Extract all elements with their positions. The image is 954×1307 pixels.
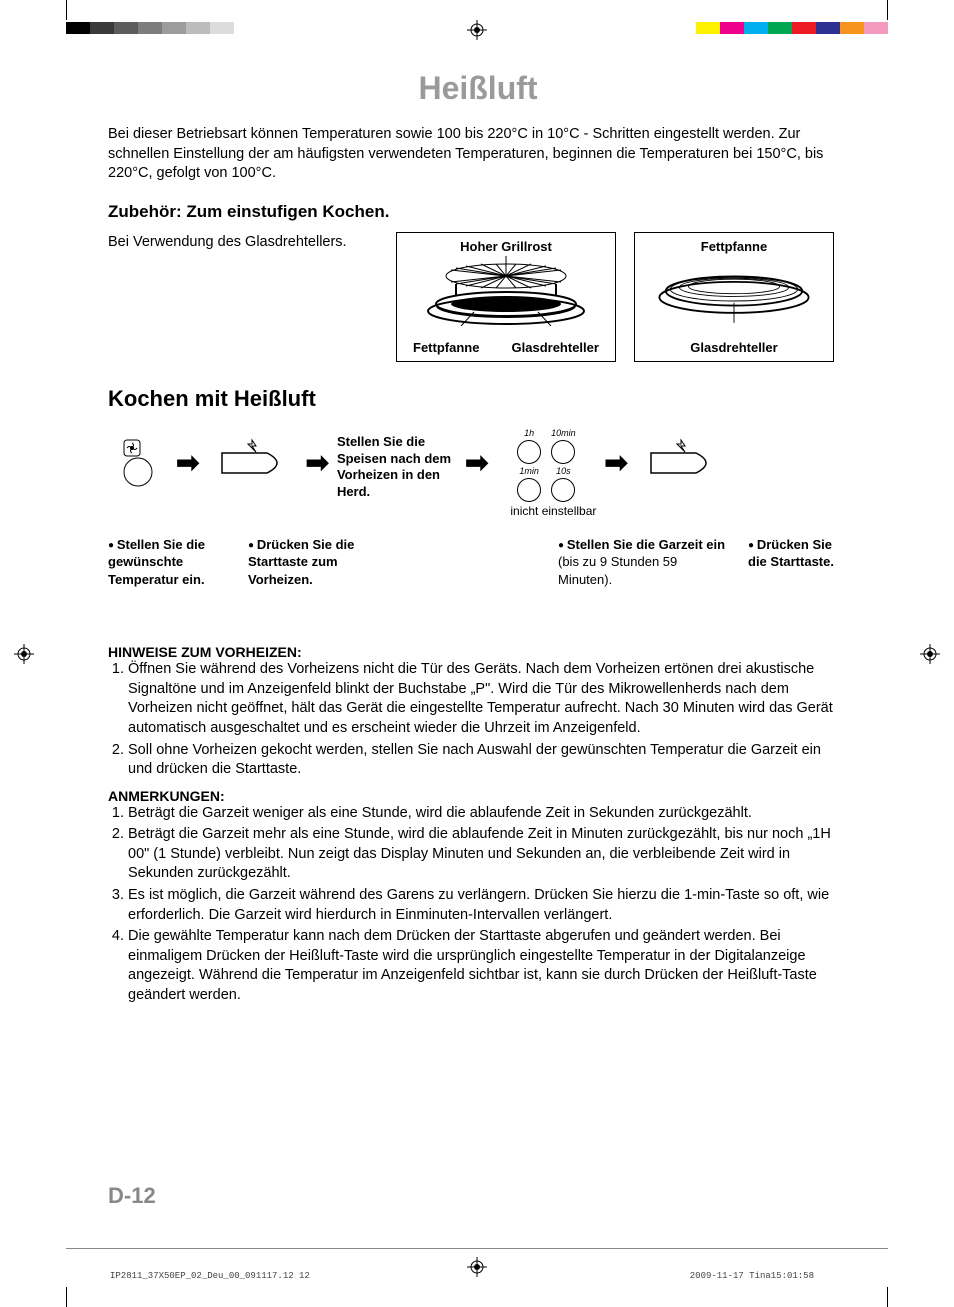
- start-button-icon: [641, 438, 721, 488]
- accessories-heading: Zubehör: Zum einstufigen Kochen.: [108, 202, 848, 222]
- arrow-icon: ➡: [176, 428, 199, 498]
- arrow-icon: ➡: [604, 428, 627, 498]
- start-button-icon: [212, 438, 292, 488]
- arrow-icon: ➡: [305, 428, 328, 498]
- remarks-head: ANMERKUNGEN:: [108, 788, 848, 804]
- box1-top-label: Hoher Grillrost: [405, 239, 607, 254]
- time-dials: 1h 10min 1min 10s: [517, 428, 576, 502]
- fettpfanne-icon: [643, 256, 825, 326]
- box1-br-label: Glasdrehteller: [512, 340, 599, 355]
- box1-bl-label: Fettpfanne: [413, 340, 479, 355]
- note-item: Öffnen Sie während des Vorheizens nicht …: [128, 660, 848, 738]
- page-number: D-12: [108, 1183, 156, 1209]
- box2-top-label: Fettpfanne: [643, 239, 825, 254]
- bullet-1: Stellen Sie die gewünschte Temperatur ei…: [108, 537, 205, 587]
- intro-text: Bei dieser Betriebsart können Temperatur…: [108, 125, 848, 184]
- page-title: Heißluft: [108, 70, 848, 107]
- remarks-list: Beträgt die Garzeit weniger als eine Stu…: [108, 804, 848, 1006]
- bullet-3: (bis zu 9 Stunden 59 Minuten).: [558, 554, 677, 587]
- fan-dial-icon: [118, 438, 158, 488]
- note-item: Soll ohne Vorheizen gekocht werden, stel…: [128, 741, 848, 780]
- arrow-icon: ➡: [465, 428, 488, 498]
- bullet-3b: Stellen Sie die Garzeit ein: [567, 537, 725, 552]
- bullet-4: Drücken Sie die Starttaste.: [748, 537, 834, 570]
- footer-left: IP2811_37X50EP_02_Deu_00_091117.12 12: [110, 1271, 310, 1281]
- flow-diagram: ➡ ➡ Stellen Sie die Speisen nach dem Vor…: [108, 428, 848, 518]
- footer-line: [66, 1248, 888, 1249]
- registration-mark-icon: [467, 1257, 487, 1277]
- page-content: Heißluft Bei dieser Betriebsart können T…: [108, 70, 848, 1007]
- preheat-notes-list: Öffnen Sie während des Vorheizens nicht …: [108, 660, 848, 779]
- cooking-heading: Kochen mit Heißluft: [108, 386, 848, 412]
- accessory-box-fettpfanne: Fettpfanne Glasdrehteller: [634, 232, 834, 362]
- registration-mark-icon: [14, 644, 34, 664]
- footer-right: 2009-11-17 Tina15:01:58: [690, 1271, 814, 1281]
- note-item: Beträgt die Garzeit weniger als eine Stu…: [128, 804, 848, 824]
- note-item: Beträgt die Garzeit mehr als eine Stunde…: [128, 825, 848, 884]
- note-item: Es ist möglich, die Garzeit während des …: [128, 886, 848, 925]
- instruction-bullets: Stellen Sie die gewünschte Temperatur ei…: [108, 536, 848, 589]
- bullet-2: Drücken Sie die Starttaste zum Vorheizen…: [248, 537, 354, 587]
- note-item: Die gewählte Temperatur kann nach dem Dr…: [128, 927, 848, 1005]
- flow-instruction: Stellen Sie die Speisen nach dem Vorheiz…: [337, 428, 457, 502]
- grillrost-icon: [405, 256, 607, 326]
- accessories-text: Bei Verwendung des Glasdrehtellers.: [108, 232, 378, 250]
- registration-mark-icon: [920, 644, 940, 664]
- preheat-notes-head: HINWEISE ZUM VORHEIZEN:: [108, 644, 848, 660]
- registration-mark-icon: [467, 20, 487, 40]
- dial-note: inicht einstellbar: [510, 504, 596, 518]
- accessory-box-grillrost: Hoher Grillrost Fettpfanne G: [396, 232, 616, 362]
- box2-b-label: Glasdrehteller: [690, 340, 777, 355]
